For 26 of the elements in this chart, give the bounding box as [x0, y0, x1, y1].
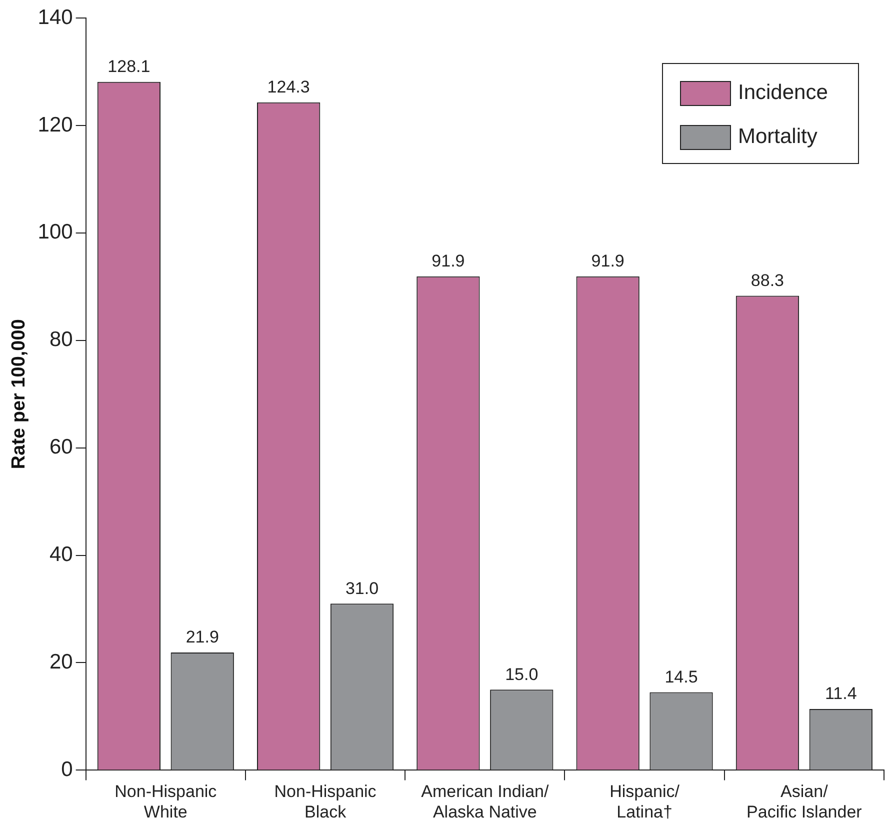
y-tick-label: 140 — [38, 6, 73, 29]
y-axis-title: Rate per 100,000 — [8, 319, 30, 470]
y-tick-label: 80 — [49, 328, 73, 352]
y-tick-label: 120 — [38, 113, 73, 136]
text: 128.1 — [108, 57, 150, 76]
x-tick-label: Non-Hispanic Black — [274, 782, 377, 822]
y-tick-label: 0 — [61, 758, 73, 781]
text: 88.3 — [750, 270, 784, 290]
text: 31.0 — [345, 578, 379, 598]
x-tick-label: Hispanic/ Latina† — [610, 782, 680, 822]
y-tick-label: 60 — [49, 436, 73, 459]
text: 11.4 — [824, 684, 857, 704]
x-tick-label: Non-Hispanic White — [114, 782, 218, 822]
y-tick-label: 20 — [49, 650, 73, 674]
x-tick-label: Asian/ Pacific Islander — [746, 782, 862, 822]
text: 124.3 — [267, 78, 310, 97]
x-tick-label: American Indian/ Alaska Native — [421, 782, 549, 822]
y-tick-label: 100 — [38, 220, 73, 244]
text: 91.9 — [591, 252, 624, 271]
text: 21.9 — [186, 628, 219, 647]
y-tick-label: 40 — [49, 543, 73, 566]
legend-label: Incidence — [738, 80, 828, 104]
text: 14.5 — [664, 667, 698, 686]
legend-label: Mortality — [738, 124, 818, 148]
text: 91.9 — [432, 252, 465, 271]
text: 15.0 — [505, 664, 538, 684]
